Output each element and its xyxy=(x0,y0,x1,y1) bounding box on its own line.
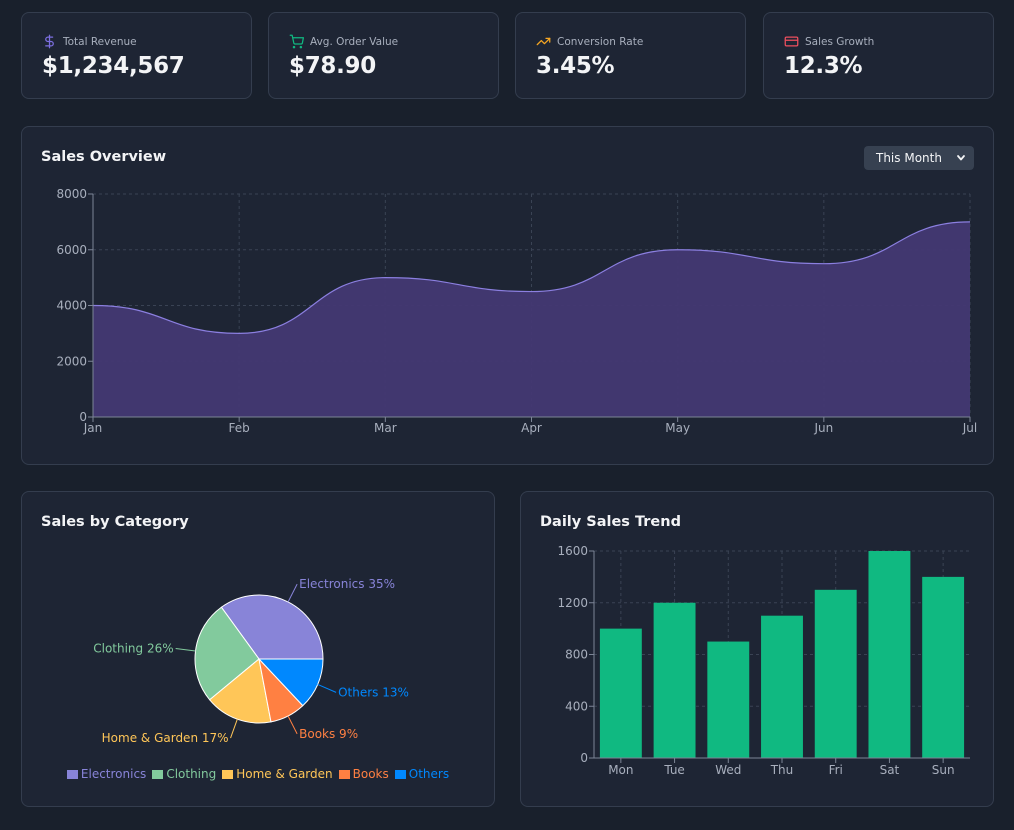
range-select-value: This Month xyxy=(876,151,942,165)
pie-legend: Electronics Clothing Home & Garden Books Oth… xyxy=(22,767,494,781)
stat-label-text: Avg. Order Value xyxy=(310,35,399,48)
stat-value: 3.45% xyxy=(536,53,615,79)
chevron-down-icon xyxy=(957,155,965,161)
pie-slice xyxy=(208,658,272,724)
legend-swatch xyxy=(66,769,78,779)
dollar-icon xyxy=(45,34,54,49)
bar xyxy=(922,576,965,758)
daily-sales-card: Daily Sales Trend 0 400 800 1200 1600 Mon Tue W… xyxy=(520,491,994,807)
x-tick-label: May xyxy=(665,421,690,435)
bar xyxy=(653,602,696,758)
x-tick-label: Sun xyxy=(932,763,955,777)
x-tick-label: Sat xyxy=(880,763,900,777)
stat-value: $1,234,567 xyxy=(42,53,185,79)
range-select[interactable]: This Month xyxy=(864,146,974,170)
x-tick-label: Tue xyxy=(663,763,685,777)
credit-card-icon xyxy=(784,36,799,47)
legend-item[interactable]: Clothing xyxy=(152,767,216,781)
sales-by-category-card: Sales by Category Electronics 35% Clothin… xyxy=(21,491,495,807)
area-line xyxy=(92,221,971,334)
sales-by-category-title: Sales by Category xyxy=(41,514,189,530)
x-tick-label: Mar xyxy=(374,421,397,435)
y-tick-label: 400 xyxy=(565,699,588,713)
pie-label: Clothing 26% xyxy=(93,641,173,655)
pie-slice xyxy=(220,594,324,660)
legend-item[interactable]: Electronics xyxy=(66,767,147,781)
cart-icon xyxy=(289,34,304,49)
legend-item[interactable]: Books xyxy=(338,767,389,781)
stat-value: 12.3% xyxy=(784,53,863,79)
y-tick-label: 800 xyxy=(565,648,588,662)
pie-label: Home & Garden 17% xyxy=(102,731,229,745)
stat-card-avg-order-value: Avg. Order Value $78.90 xyxy=(268,12,499,99)
x-tick-label: Feb xyxy=(229,421,250,435)
x-tick-label: Jun xyxy=(813,421,833,435)
sales-overview-title: Sales Overview xyxy=(41,149,167,165)
pie-label: Others 13% xyxy=(338,685,409,699)
legend-label: Electronics xyxy=(80,767,147,781)
y-tick-label: 8000 xyxy=(56,187,87,201)
legend-swatch xyxy=(394,769,406,779)
legend-swatch xyxy=(222,769,234,779)
legend-swatch xyxy=(338,769,350,779)
y-tick-label: 1600 xyxy=(557,544,588,558)
x-tick-label: Wed xyxy=(715,763,741,777)
legend-swatch xyxy=(152,769,164,779)
sales-overview-chart: 0 2000 4000 6000 8000 Jan Feb Mar Apr May Jun Jul xyxy=(56,187,977,435)
bar xyxy=(707,641,750,758)
pie-label: Books 9% xyxy=(299,727,358,741)
x-tick-label: Apr xyxy=(521,421,542,435)
x-tick-label: Fri xyxy=(829,763,843,777)
pie-label-line xyxy=(230,719,238,739)
pie-label: Electronics 35% xyxy=(299,577,395,591)
y-tick-label: 0 xyxy=(580,751,588,765)
legend-label: Books xyxy=(352,767,389,781)
bar xyxy=(814,589,857,758)
daily-sales-title: Daily Sales Trend xyxy=(540,514,681,530)
legend-item[interactable]: Others xyxy=(394,767,450,781)
y-tick-label: 0 xyxy=(79,410,87,424)
legend-label: Others xyxy=(408,767,450,781)
pie-label-line xyxy=(317,683,337,693)
legend-item[interactable]: Home & Garden xyxy=(222,767,333,781)
x-tick-label: Jul xyxy=(962,421,977,435)
bar xyxy=(761,615,803,758)
stat-card-sales-growth: Sales Growth 12.3% xyxy=(763,12,994,99)
y-tick-label: 1200 xyxy=(557,596,588,610)
daily-sales-chart: 0 400 800 1200 1600 Mon Tue Wed Thu Fri Sat Sun xyxy=(557,544,970,777)
legend-label: Home & Garden xyxy=(236,767,333,781)
pie-label-line xyxy=(175,647,196,652)
sales-overview-card: Sales Overview This Month 0 2000 4000 6000 8… xyxy=(21,126,994,465)
x-tick-label: Thu xyxy=(770,763,794,777)
area-fill xyxy=(93,221,970,417)
bar xyxy=(868,551,911,758)
y-tick-label: 6000 xyxy=(56,243,87,257)
pie-label-line xyxy=(287,583,298,603)
stat-label-text: Conversion Rate xyxy=(557,35,644,48)
y-tick-label: 2000 xyxy=(56,354,87,368)
sales-by-category-chart: Electronics 35% Clothing 26% Home & Garden… xyxy=(93,577,409,745)
bar xyxy=(599,628,642,758)
stat-label-text: Sales Growth xyxy=(805,35,875,48)
y-tick-label: 4000 xyxy=(56,299,87,313)
pie-label-line xyxy=(287,715,298,735)
x-tick-label: Jan xyxy=(83,421,103,435)
x-tick-label: Mon xyxy=(608,763,633,777)
stat-card-conversion-rate: Conversion Rate 3.45% xyxy=(515,12,746,99)
trend-up-icon xyxy=(536,37,551,46)
legend-label: Clothing xyxy=(166,767,217,781)
stat-card-total-revenue: Total Revenue $1,234,567 xyxy=(21,12,252,99)
pie-slice xyxy=(194,606,260,701)
stat-label-text: Total Revenue xyxy=(63,35,137,48)
stat-value: $78.90 xyxy=(289,53,376,79)
